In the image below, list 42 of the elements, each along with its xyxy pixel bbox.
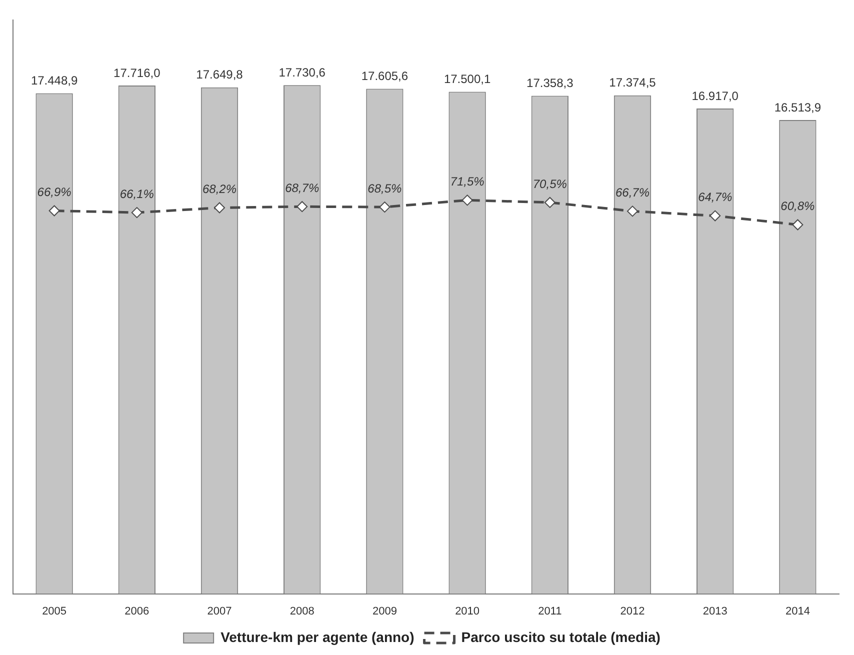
x-tick-label: 2005: [42, 605, 67, 618]
point: [379, 202, 390, 213]
data-label: 66,9%: [37, 185, 72, 200]
point: [462, 194, 473, 206]
point: [710, 210, 721, 222]
legend-label: Vetture-km per agente (anno): [220, 628, 414, 645]
data-label: 17.500,1: [444, 72, 491, 86]
data-label: 68,5%: [368, 181, 402, 196]
data-label: 64,7%: [698, 190, 732, 204]
data-label: 17.605,6: [361, 69, 408, 84]
x-tick-label: 2011: [538, 605, 562, 618]
point: [296, 201, 308, 212]
point: [627, 206, 638, 217]
x-tick-label: 2009: [372, 605, 397, 618]
legend-label: Parco uscito su totale (media): [461, 628, 660, 645]
data-label: 17.374,5: [609, 76, 656, 90]
x-tick-label: 2006: [124, 605, 150, 618]
data-label: 60,8%: [780, 199, 816, 214]
data-label: 17.358,3: [526, 76, 574, 90]
point: [48, 205, 60, 216]
data-label: 17.730,6: [278, 65, 326, 80]
data-label: 71,5%: [450, 174, 485, 189]
x-tick-label: 2012: [620, 605, 645, 618]
point: [792, 219, 804, 230]
data-label: 68,7%: [285, 180, 320, 195]
data-label: 16.917,0: [692, 88, 739, 103]
point: [131, 207, 142, 218]
data-label: 17.448,9: [30, 74, 78, 88]
x-tick-label: 2008: [290, 605, 314, 618]
point: [544, 196, 556, 208]
data-label: 70,5%: [532, 176, 568, 191]
data-label: 66,1%: [120, 186, 154, 201]
x-tick-label: 2014: [785, 605, 810, 618]
x-tick-label: 2013: [702, 605, 728, 618]
data-label: 68,2%: [202, 182, 237, 196]
data-label: 17.716,0: [114, 66, 161, 80]
data-label: 17.649,8: [196, 68, 244, 82]
data-label: 16.513,9: [774, 100, 822, 114]
point: [214, 202, 225, 214]
data-label: 66,7%: [615, 186, 650, 200]
x-tick-label: 2010: [455, 605, 480, 618]
x-tick-label: 2007: [207, 605, 232, 618]
